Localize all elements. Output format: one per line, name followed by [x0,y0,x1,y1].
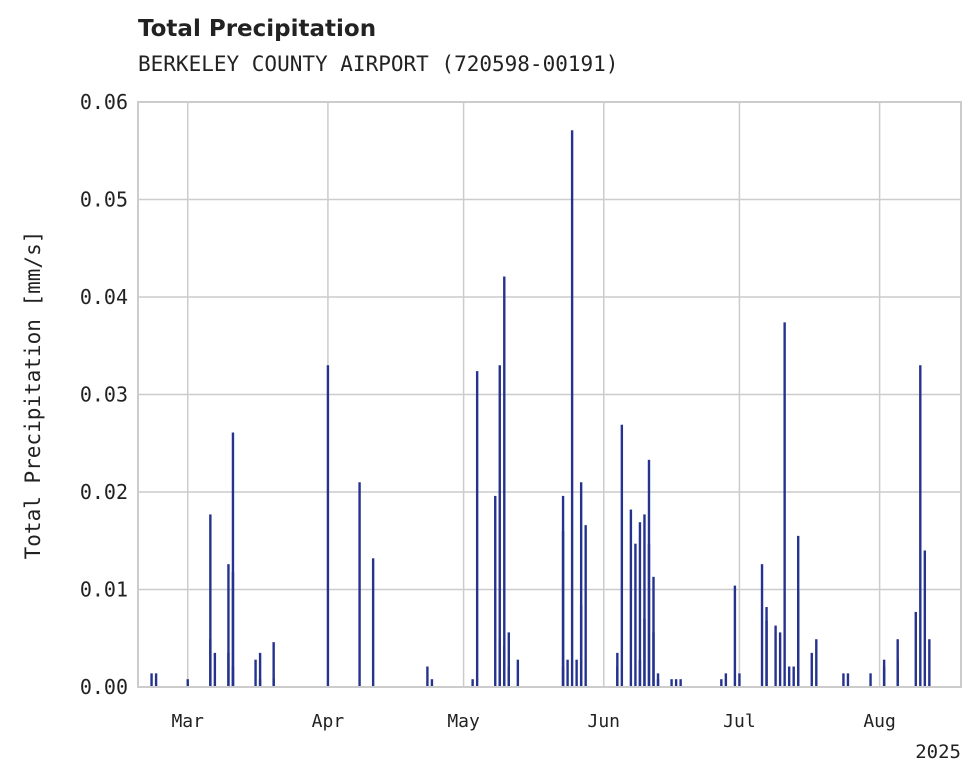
precipitation-bar [326,365,330,687]
precipitation-bar [760,564,764,687]
precipitation-bar [507,632,511,687]
precipitation-bar [561,495,565,687]
precipitation-bar [254,659,257,687]
precipitation-bar [869,673,872,687]
y-tick-label: 0.03 [80,383,128,407]
precipitation-bar [358,482,361,687]
precipitation-bar [652,632,655,687]
precipitation-bar [810,652,813,687]
precipitation-bar [566,659,569,687]
grid-lines [138,101,961,688]
x-axis-year-label: 2025 [915,741,961,763]
precipitation-bar [733,585,737,687]
chart-subtitle: BERKELEY COUNTY AIRPORT (720598-00191) [138,52,619,76]
precipitation-bar [475,371,479,687]
precipitation-bar [720,679,723,687]
x-tick-label: Jun [588,711,621,732]
precipitation-bar [670,679,673,687]
precipitation-bar [272,678,275,687]
precipitation-bar [616,666,619,687]
precipitation-bar [923,550,927,687]
precipitation-bar [150,673,153,687]
precipitation-bar [231,571,235,687]
y-tick-label: 0.04 [80,285,128,309]
precipitation-bar [638,659,642,687]
precipitation-bar [516,659,520,687]
precipitation-bar [774,625,777,687]
precipitation-bar [652,576,655,687]
y-tick-label: 0.02 [80,480,128,504]
precipitation-bar [213,652,217,687]
precipitation-bar [498,673,501,687]
precipitation-bar [792,666,795,687]
y-axis-label: Total Precipitation [mm/s] [21,231,45,560]
precipitation-bar [227,564,230,687]
precipitation-bar [842,673,845,687]
x-tick-label: Jul [723,711,756,732]
precipitation-bar [643,618,646,687]
precipitation-bar [638,522,642,687]
precipitation-bar [724,673,728,687]
precipitation-bar [778,632,782,687]
precipitation-bar [186,679,189,687]
precipitation-bar [498,365,501,687]
precipitation-bar [765,620,768,687]
precipitation-bar [738,673,741,687]
precipitation-bar [231,432,235,687]
precipitation-bar [914,611,917,687]
precipitation-bar [258,679,262,687]
y-tick-labels: 0.00 0.01 0.02 0.03 0.04 0.05 0.06 [80,90,128,699]
precipitation-bar [258,652,262,687]
precipitation-bar [498,639,501,687]
precipitation-bar [620,424,624,687]
precipitation-bar [209,514,212,687]
precipitation-bar [928,639,931,687]
chart-title: Total Precipitation [138,16,377,42]
precipitation-bar [430,679,434,687]
precipitation-bar [575,659,578,687]
precipitation-bar [656,679,660,687]
precipitation-bar [371,558,375,687]
precipitation-bar [584,525,587,687]
precipitation-bar [503,276,506,687]
y-tick-label: 0.05 [80,188,128,212]
precipitation-bar [674,679,678,687]
precipitation-bar [471,679,474,687]
precipitation-bar [629,509,633,687]
x-tick-label: Mar [171,711,204,732]
y-tick-label: 0.00 [80,675,128,699]
precipitation-bar [231,666,235,687]
precipitation-bar [647,543,651,687]
x-tick-labels: Mar Apr May Jun Jul Aug [171,711,895,732]
precipitation-bar [797,591,800,687]
precipitation-bar [882,659,886,687]
precipitation-bar [787,666,791,687]
precipitation-bar [815,639,818,687]
precipitation-bar [579,605,583,687]
precipitation-bar [634,543,637,687]
precipitation-bar [426,666,429,687]
precipitation-bar [494,495,497,687]
x-tick-label: Aug [863,711,896,732]
y-tick-label: 0.01 [80,578,128,602]
x-tick-label: Apr [312,711,345,732]
precipitation-bar [570,130,574,687]
precipitation-bar [272,642,275,687]
precipitation-bar [919,365,922,687]
y-tick-label: 0.06 [80,90,128,114]
precipitation-bar [896,639,899,687]
plot-frame [137,101,962,688]
precipitation-bar [783,322,786,687]
precipitation-bar [679,679,682,687]
precipitation-bar [643,514,646,687]
bar-series [150,130,931,687]
precipitation-bar [154,673,158,687]
precipitation-bar [846,673,850,687]
precipitation-bar [579,482,583,687]
x-tick-label: May [447,711,480,732]
